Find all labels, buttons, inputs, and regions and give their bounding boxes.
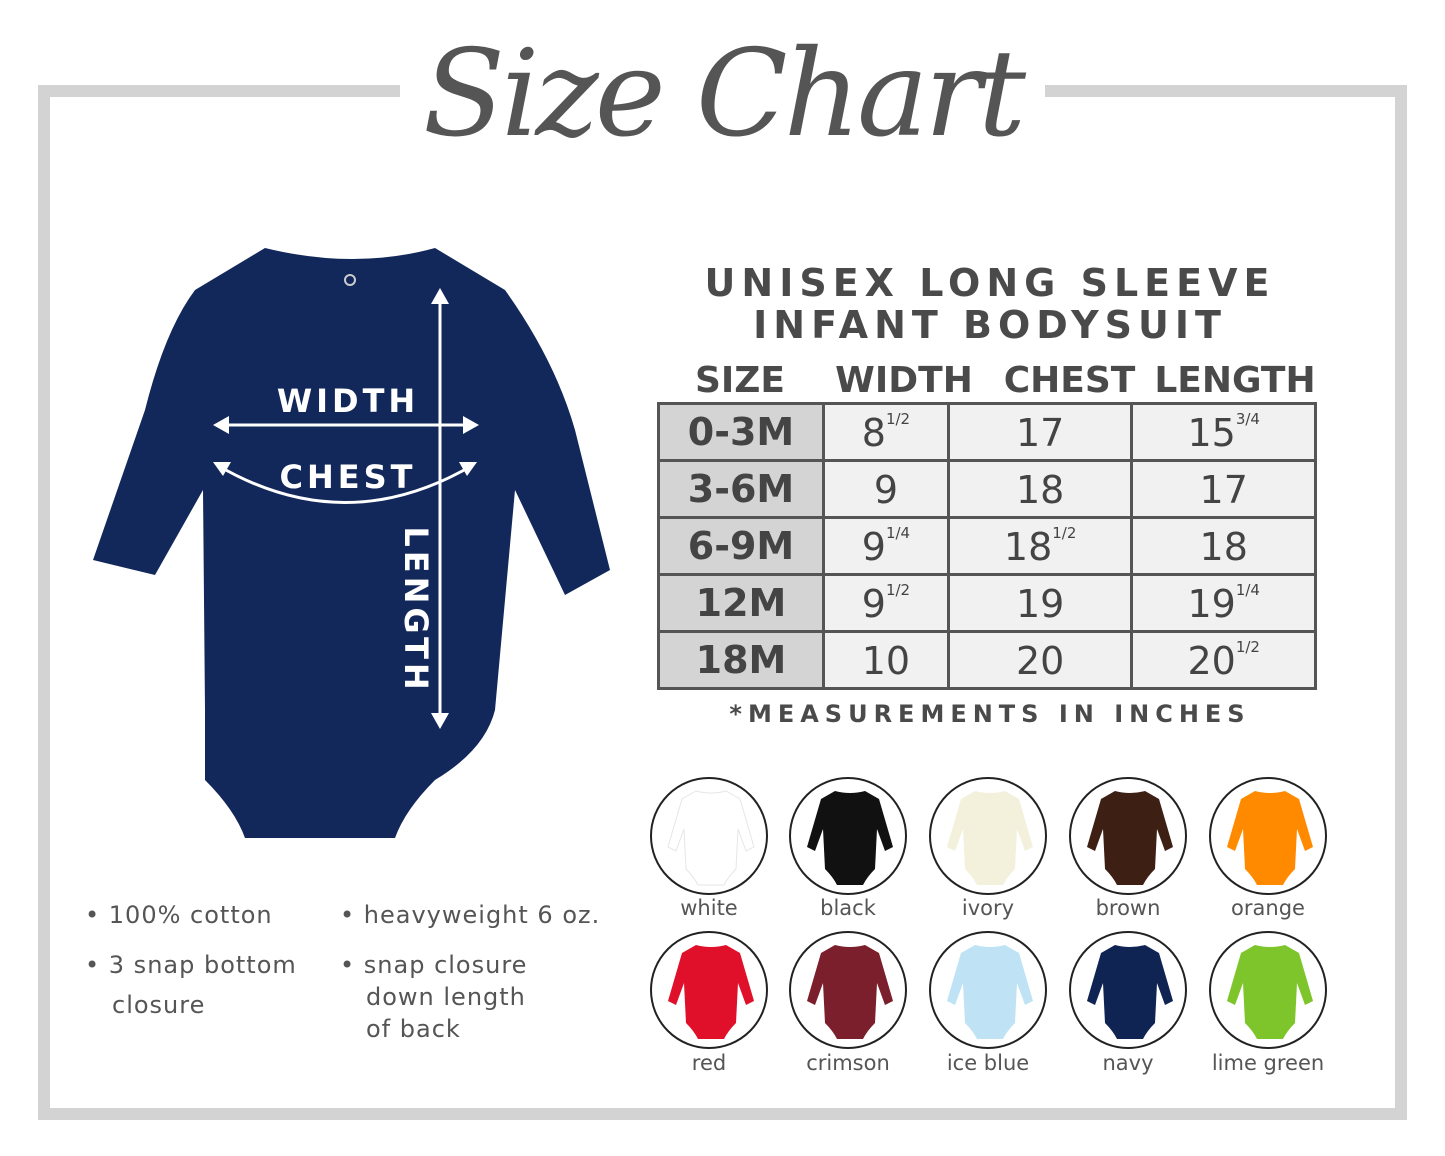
bodysuit-ice-blue-icon xyxy=(947,945,1033,1039)
frame-border xyxy=(38,85,1407,1120)
bodysuit-crimson-icon xyxy=(807,945,893,1039)
chest-label: CHEST xyxy=(280,458,417,496)
bodysuit-orange-icon xyxy=(1227,791,1313,885)
table-row: 0-3M 81/2 17 153/4 xyxy=(657,402,1317,462)
swatch-label: ivory xyxy=(961,896,1015,920)
swatch-crimson[interactable] xyxy=(789,931,907,1049)
bodysuit-lime-green-icon xyxy=(1227,945,1313,1039)
length-cell: 153/4 xyxy=(1130,402,1317,462)
swatch-label: orange xyxy=(1231,896,1305,920)
width-label: WIDTH xyxy=(277,382,419,420)
size-cell: 3-6M xyxy=(657,459,825,519)
size-table: 0-3M 81/2 17 153/4 3-6M 9 18 17 6-9M 91/4 181/2 18 1… xyxy=(657,402,1317,690)
bodysuit-red-icon xyxy=(668,945,754,1039)
width-cell: 91/4 xyxy=(822,516,950,576)
width-cell: 10 xyxy=(822,630,950,690)
table-row: 18M 10 20 201/2 xyxy=(657,630,1317,690)
feature-snap-closure-cont2: of back xyxy=(366,1015,461,1043)
swatch-ice-blue[interactable] xyxy=(929,931,1047,1049)
product-title: UNISEX LONG SLEEVE INFANT BODYSUIT xyxy=(704,261,1276,347)
width-cell: 9 xyxy=(822,459,950,519)
width-cell: 81/2 xyxy=(822,402,950,462)
size-cell: 6-9M xyxy=(657,516,825,576)
swatch-label: navy xyxy=(1102,1051,1154,1075)
swatch-label: red xyxy=(691,1051,727,1075)
chest-cell: 17 xyxy=(946,402,1134,462)
table-row: 6-9M 91/4 181/2 18 xyxy=(657,516,1317,576)
swatch-label: crimson xyxy=(806,1051,890,1075)
swatch-label: ice blue xyxy=(946,1051,1030,1075)
swatch-black[interactable] xyxy=(789,777,907,895)
page-title: Size Chart xyxy=(422,25,1026,164)
feature-snap-bottom-cont: closure xyxy=(112,991,206,1019)
size-cell: 18M xyxy=(657,630,825,690)
chest-cell: 20 xyxy=(946,630,1134,690)
length-cell: 18 xyxy=(1130,516,1317,576)
width-cell: 91/2 xyxy=(822,573,950,633)
length-cell: 191/4 xyxy=(1130,573,1317,633)
table-row: 12M 91/2 19 191/4 xyxy=(657,573,1317,633)
feature-snap-closure: • snap closure xyxy=(340,951,528,979)
length-label: LENGTH xyxy=(397,526,435,693)
header-length: LENGTH xyxy=(1154,360,1316,401)
swatch-brown[interactable] xyxy=(1069,777,1187,895)
swatch-navy[interactable] xyxy=(1069,931,1187,1049)
swatch-white[interactable] xyxy=(650,777,768,895)
length-cell: 17 xyxy=(1130,459,1317,519)
bodysuit-white-icon xyxy=(667,790,755,886)
feature-snap-closure-cont1: down length xyxy=(366,983,526,1011)
chest-cell: 18 xyxy=(946,459,1134,519)
header-size: SIZE xyxy=(694,360,786,401)
swatch-label: white xyxy=(680,896,738,920)
size-cell: 12M xyxy=(657,573,825,633)
swatch-lime-green[interactable] xyxy=(1209,931,1327,1049)
swatch-label: lime green xyxy=(1211,1051,1325,1075)
chest-cell: 19 xyxy=(946,573,1134,633)
header-width: WIDTH xyxy=(835,360,973,401)
swatch-label: black xyxy=(820,896,876,920)
header-chest: CHEST xyxy=(1003,360,1136,401)
swatch-label: brown xyxy=(1095,896,1161,920)
swatch-orange[interactable] xyxy=(1209,777,1327,895)
feature-cotton: • 100% cotton xyxy=(85,901,273,929)
bodysuit-navy-icon xyxy=(1087,945,1173,1039)
bodysuit-diagram: WIDTH CHEST LENGTH xyxy=(93,248,610,838)
measurement-note: *MEASUREMENTS IN INCHES xyxy=(729,700,1251,728)
swatch-ivory[interactable] xyxy=(929,777,1047,895)
bodysuit-shape xyxy=(93,248,610,838)
bodysuit-ivory-icon xyxy=(947,791,1033,885)
length-cell: 201/2 xyxy=(1130,630,1317,690)
table-row: 3-6M 9 18 17 xyxy=(657,459,1317,519)
bodysuit-brown-icon xyxy=(1087,791,1173,885)
chest-cell: 181/2 xyxy=(946,516,1134,576)
swatch-red[interactable] xyxy=(650,931,768,1049)
bodysuit-black-icon xyxy=(807,791,893,885)
feature-weight: • heavyweight 6 oz. xyxy=(340,901,601,929)
feature-snap-bottom: • 3 snap bottom xyxy=(85,951,297,979)
snap-icon xyxy=(344,274,356,286)
size-cell: 0-3M xyxy=(657,402,825,462)
